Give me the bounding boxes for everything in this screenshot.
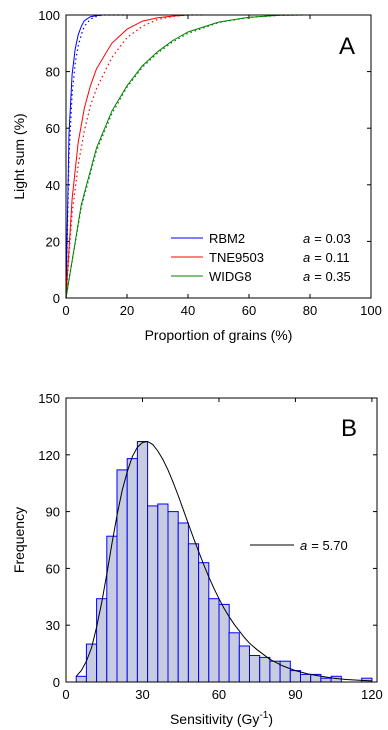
histogram-bar — [187, 543, 200, 683]
panel-a-series-dotted-tne9503 — [65, 14, 204, 299]
panel-a-x-tick-label: 100 — [360, 303, 382, 318]
histogram-bar — [249, 655, 261, 683]
panel-b-y-tick-label: 60 — [46, 561, 60, 576]
panel-a-legend-a-symbol: a — [303, 231, 310, 246]
panel-b-plot-frame — [65, 397, 378, 683]
panel-a-x-tick-label: 20 — [120, 303, 134, 318]
panel-b-bars — [75, 441, 373, 683]
panel-a-legend-a-number: = 0.11 — [314, 250, 350, 265]
panel-b-y-tick-label: 0 — [53, 675, 60, 690]
panel-a-ticks: 0 20 40 60 80 100 0 20 40 60 80 100 — [38, 8, 382, 318]
panel-a-legend-a-symbol: a — [303, 250, 310, 265]
histogram-bar — [259, 656, 271, 683]
panel-a-y-tick-label: 100 — [38, 8, 60, 23]
panel-a-legend-a-value: a = 0.35 — [303, 269, 351, 284]
histogram-bar — [218, 603, 230, 683]
panel-b-x-tick-label: 0 — [62, 687, 69, 702]
histogram-bar — [238, 645, 251, 683]
histogram-bar — [96, 598, 108, 683]
panel-a-plot-frame — [65, 14, 372, 299]
panel-a-y-tick-label: 60 — [46, 121, 60, 136]
panel-b-ticks: 0 30 60 90 120 0 30 60 90 120 150 — [38, 391, 382, 702]
panel-b-legend-label: a = 5.70 — [300, 538, 348, 553]
histogram-bar — [208, 598, 220, 683]
panel-a-legend-name: RBM2 — [209, 231, 245, 246]
panel-a-y-tick-label: 80 — [46, 65, 60, 80]
panel-a-series-line-rbm2 — [65, 14, 127, 299]
histogram-bar — [198, 562, 210, 683]
histogram-bar — [147, 505, 159, 683]
panel-a-legend-a-symbol: a — [303, 269, 310, 284]
panel-b-letter: B — [341, 415, 357, 442]
panel-a-series-dotted-rbm2 — [65, 14, 127, 299]
panel-b-frequency-histogram: 0 30 60 90 120 0 30 60 90 120 150 B Sensitivity (G… — [11, 391, 383, 727]
panel-a-series-dotted-widg8 — [65, 14, 304, 299]
histogram-bar — [126, 458, 138, 683]
panel-a-x-tick-label: 0 — [62, 303, 69, 318]
panel-a-x-tick-label: 40 — [181, 303, 195, 318]
panel-a-series-line-widg8 — [65, 14, 304, 299]
panel-a-legend: RBM2 a = 0.03 TNE9503 a = 0.11 WIDG8 a = 0.35 — [171, 231, 351, 284]
panel-b-legend-a: a — [300, 538, 307, 553]
histogram-bar — [85, 643, 98, 683]
panel-a-light-sum-chart: 0 20 40 60 80 100 0 20 40 60 80 100 A Proportion of… — [11, 8, 382, 343]
histogram-bar — [279, 660, 291, 683]
panel-b-fit-curve — [75, 440, 372, 682]
histogram-bar — [177, 522, 189, 683]
panel-b-x-tick-label: 60 — [212, 687, 226, 702]
panel-a-legend-name: TNE9503 — [209, 250, 264, 265]
histogram-bar — [116, 469, 128, 683]
histogram-bar — [75, 675, 87, 683]
panel-a-y-tick-label: 40 — [46, 178, 60, 193]
panel-a-legend-a-number: = 0.35 — [314, 269, 351, 284]
histogram-bar — [136, 441, 149, 683]
panel-b-x-axis-label: Sensitivity (Gy-1) — [170, 710, 273, 727]
panel-a-y-tick-label: 0 — [53, 291, 60, 306]
histogram-bar — [106, 535, 118, 683]
panel-b-x-tick-label: 120 — [361, 687, 383, 702]
panel-a-x-axis-label: Proportion of grains (%) — [145, 327, 293, 343]
panel-b-y-tick-label: 150 — [38, 391, 60, 406]
panel-b-legend: a = 5.70 — [250, 538, 348, 553]
panel-b-y-tick-label: 30 — [46, 618, 60, 633]
histogram-bar — [167, 511, 179, 683]
panel-a-series — [65, 14, 304, 299]
panel-a-series-line-tne9503 — [65, 14, 204, 299]
panel-b-y-axis-label: Frequency — [11, 507, 27, 573]
panel-a-y-axis-label: Light sum (%) — [11, 113, 27, 199]
panel-b-x-axis-label-end: ) — [268, 711, 273, 727]
panel-a-legend-a-value: a = 0.03 — [303, 231, 351, 246]
panel-a-letter: A — [339, 33, 355, 60]
panel-b-y-tick-label: 90 — [46, 505, 60, 520]
panel-b-x-axis-label-main: Sensitivity (Gy — [170, 711, 259, 727]
histogram-bar — [157, 503, 169, 683]
histogram-bar — [320, 677, 332, 683]
panel-b-x-tick-label: 30 — [135, 687, 149, 702]
histogram-bar — [289, 670, 301, 683]
panel-a-x-tick-label: 80 — [303, 303, 317, 318]
panel-a-x-tick-label: 60 — [242, 303, 256, 318]
histogram-bar — [228, 632, 240, 683]
panel-a-legend-name: WIDG8 — [209, 269, 252, 284]
panel-a-legend-a-number: = 0.03 — [314, 231, 351, 246]
panel-a-legend-a-value: a = 0.11 — [303, 250, 350, 265]
panel-b-x-tick-label: 90 — [288, 687, 302, 702]
panel-b-y-tick-label: 120 — [38, 448, 60, 463]
panel-b-x-axis-label-sup: -1 — [259, 710, 268, 721]
histogram-bar — [300, 673, 312, 683]
panel-b-legend-value: = 5.70 — [311, 538, 348, 553]
panel-a-y-tick-label: 20 — [46, 234, 60, 249]
